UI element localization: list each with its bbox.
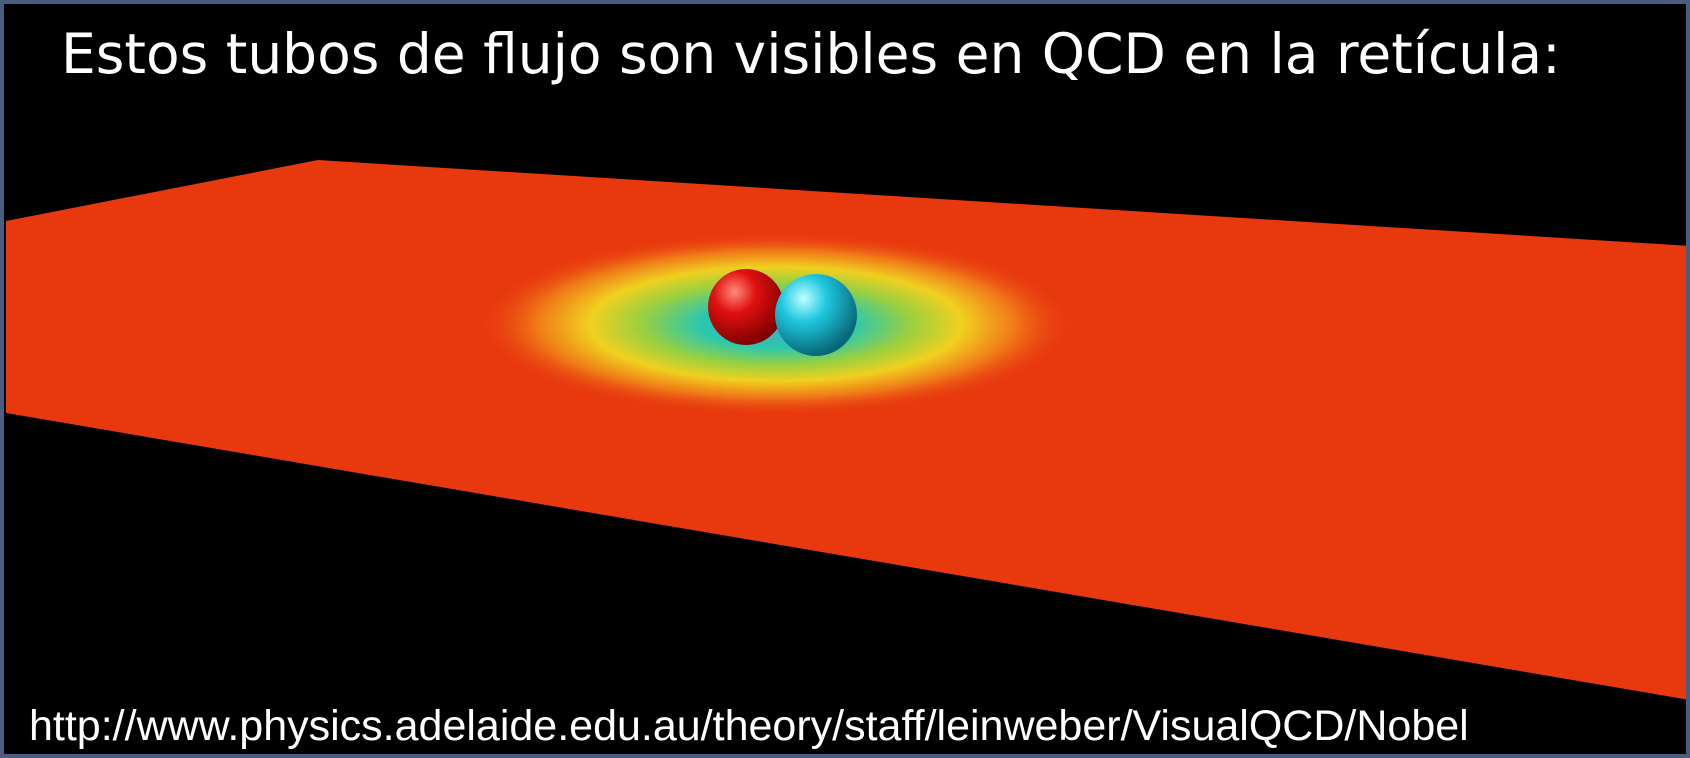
slide: Estos tubos de flujo son visibles en QCD… (0, 0, 1690, 758)
antiquark-sphere (775, 274, 857, 356)
quark-sphere (708, 269, 784, 345)
flux-tube-visualization (4, 4, 1686, 754)
slide-title: Estos tubos de flujo son visibles en QCD… (61, 22, 1561, 86)
source-url: http://www.physics.adelaide.edu.au/theor… (29, 702, 1469, 751)
